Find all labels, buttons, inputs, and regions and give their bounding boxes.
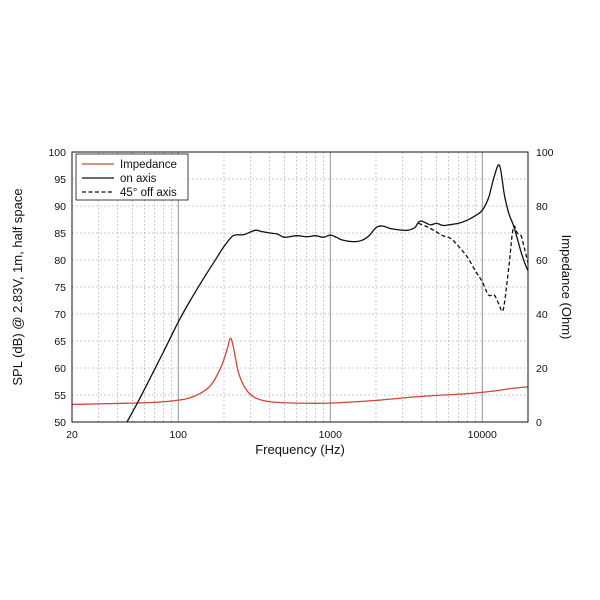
- data-curves: [71, 164, 529, 423]
- off-axis-curve: [418, 222, 529, 312]
- y-tick-label: 60: [54, 363, 66, 375]
- x-tick-label: 20: [66, 429, 78, 441]
- x-tick-label: 100: [169, 429, 187, 441]
- y-tick-label: 90: [54, 201, 66, 213]
- y2-tick-label: 40: [536, 309, 548, 321]
- y2-tick-label: 20: [536, 363, 548, 375]
- y-tick-label: 55: [54, 390, 66, 402]
- on-axis-curve: [126, 164, 529, 423]
- y2-axis-label: Impedance (Ohm): [559, 235, 574, 340]
- x-axis-label: Frequency (Hz): [255, 442, 345, 457]
- y-tick-label: 65: [54, 336, 66, 348]
- y2-tick-label: 100: [536, 147, 554, 159]
- y-tick-label: 70: [54, 309, 66, 321]
- impedance-curve: [71, 337, 529, 406]
- y-axis-label: SPL (dB) @ 2.83V, 1m, half space: [10, 188, 25, 385]
- x-tick-label: 1000: [319, 429, 343, 441]
- legend-label-on-axis: on axis: [120, 173, 157, 185]
- legend: Impedance on axis 45° off axis: [75, 153, 189, 201]
- legend-label-impedance: Impedance: [120, 159, 177, 171]
- y-tick-label: 85: [54, 228, 66, 240]
- y2-tick-label: 80: [536, 201, 548, 213]
- y-tick-label: 50: [54, 417, 66, 429]
- grid-lines: [72, 152, 528, 422]
- y2-tick-label: 0: [536, 417, 542, 429]
- legend-label-off-axis: 45° off axis: [120, 187, 177, 199]
- x-tick-label: 10000: [468, 429, 497, 441]
- y-tick-label: 95: [54, 174, 66, 186]
- legend-box: [75, 153, 189, 201]
- plot-frame: [71, 151, 529, 423]
- y-tick-label: 75: [54, 282, 66, 294]
- y-tick-label: 100: [48, 147, 66, 159]
- y-tick-label: 80: [54, 255, 66, 267]
- y2-tick-label: 60: [536, 255, 548, 267]
